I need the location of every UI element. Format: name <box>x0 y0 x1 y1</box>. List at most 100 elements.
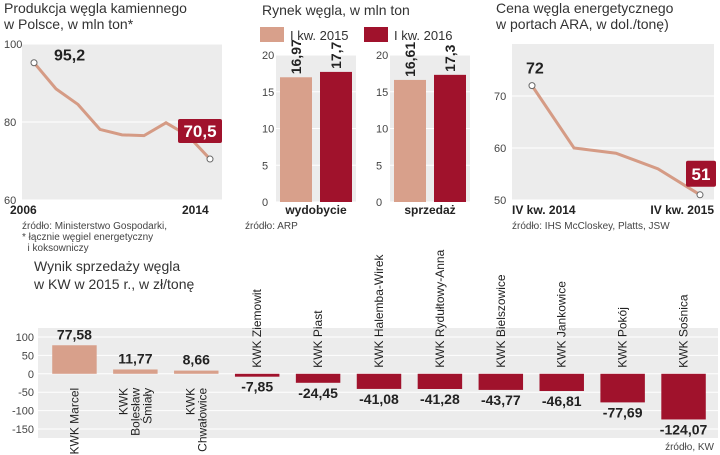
market-bar-value: 16,97 <box>288 39 304 74</box>
production-source-line3: i koksowniczy <box>22 243 89 254</box>
production-y-axis: 60 80 100 <box>4 39 22 207</box>
results-bar <box>234 373 280 377</box>
results-category-label: Śmiały <box>139 388 154 424</box>
results-category-label: KWK Bielszowice <box>494 274 508 368</box>
market-bar-value: 17,3 <box>442 44 458 71</box>
results-y-tick: -100 <box>12 406 34 418</box>
legend-swatch-2015 <box>260 27 284 42</box>
production-x-label-start: 2006 <box>10 203 37 217</box>
results-category-label: KWK Sośnica <box>677 294 691 368</box>
production-y-tick: 60 <box>4 195 16 207</box>
market-y-tick: 0 <box>262 197 268 209</box>
production-end-value-box <box>178 119 222 144</box>
market-y-axis: 0 0 5 5 10 10 15 15 20 20 <box>262 50 388 209</box>
production-y-tick: 80 <box>4 117 16 129</box>
price-title-line1: Cena węgla energetycznego <box>496 0 674 16</box>
price-point <box>696 191 704 199</box>
price-start-value: 72 <box>526 61 544 78</box>
price-x-label-end: IV kw. 2015 <box>650 203 714 217</box>
price-series-line <box>530 84 701 197</box>
results-y-tick: -150 <box>12 424 34 436</box>
price-plot-area <box>512 44 714 200</box>
results-y-tick: 0 <box>28 369 34 381</box>
market-category-sprzedaz: sprzedaż <box>404 203 455 217</box>
results-bar-value: -124,07 <box>660 421 708 437</box>
price-gridlines <box>512 95 714 201</box>
production-title-line2: w Polsce, w mln ton* <box>3 16 134 32</box>
price-source: źródło: IHS McCloskey, Platts, JSW <box>512 221 670 232</box>
results-bar <box>600 373 645 403</box>
market-y-tick: 20 <box>376 50 388 62</box>
market-bar <box>280 77 312 202</box>
price-chart: Cena węgla energetycznego w portach ARA,… <box>494 0 716 232</box>
results-bar <box>52 345 97 374</box>
results-category-label: KWK <box>116 388 130 415</box>
results-bar-value: 8,66 <box>183 352 210 368</box>
results-bar-value: -24,45 <box>298 385 338 401</box>
results-title-line1: Wynik sprzedaży węgla <box>34 258 180 274</box>
production-y-tick: 100 <box>4 39 22 51</box>
market-y-tick: 10 <box>262 124 274 136</box>
market-bar <box>320 71 352 202</box>
results-bar-value: -77,69 <box>603 404 643 420</box>
results-bar <box>539 373 584 392</box>
results-category-label: KWK Jankowice <box>555 281 569 368</box>
results-y-axis: -150 -100 -50 0 50 100 <box>12 332 34 436</box>
price-point <box>528 82 536 90</box>
market-bar-value: 16,61 <box>402 42 418 77</box>
results-category-label: Bolesław <box>128 387 142 435</box>
production-end-value: 70,5 <box>183 122 216 141</box>
results-bar-value: -7,85 <box>241 379 273 395</box>
price-end-value-box <box>686 160 716 187</box>
results-bar <box>478 373 524 390</box>
market-y-tick: 0 <box>376 197 382 209</box>
results-category-label: KWK Marcel <box>67 388 81 455</box>
results-bar <box>295 373 341 383</box>
production-source-line1: źródło: Ministerstwo Gospodarki, <box>22 221 167 232</box>
price-y-tick: 60 <box>494 143 506 155</box>
production-start-value: 95,2 <box>54 48 85 65</box>
results-category-label: KWK Rydułtowy-Anna <box>433 249 447 367</box>
results-category-label: KWK Halemba-Wirek <box>372 253 386 367</box>
results-bar <box>174 370 219 374</box>
results-gridlines <box>38 336 718 430</box>
results-bar-value: -46,81 <box>542 393 582 409</box>
results-bar <box>417 373 463 389</box>
production-source-line2: * łącznie węgiel energetyczny <box>22 232 153 243</box>
market-y-tick: 20 <box>262 50 274 62</box>
results-bar-value: -41,08 <box>359 391 399 407</box>
market-y-tick: 5 <box>376 160 382 172</box>
market-bars: 16,97 17,7 16,61 17,3 <box>280 39 466 202</box>
price-y-axis: 50 60 70 <box>494 91 506 207</box>
results-chart: Wynik sprzedaży węgla w KW w 2015 r., w … <box>12 249 718 454</box>
market-y-tick: 5 <box>262 160 268 172</box>
production-point <box>30 59 38 67</box>
results-category-label: Chwałowice <box>195 387 209 451</box>
market-y-tick: 10 <box>376 124 388 136</box>
market-y-tick: 15 <box>376 87 388 99</box>
results-bars: 77,58 11,77 8,66 -7,85 -24,45 -41,08 -41,28 -43… <box>52 326 707 437</box>
price-y-tick: 50 <box>494 195 506 207</box>
results-bar-value: -41,28 <box>420 391 460 407</box>
results-bar-value: -43,77 <box>481 392 521 408</box>
results-bar <box>113 369 158 374</box>
legend-label-2016: I kw. 2016 <box>394 28 453 43</box>
market-bar <box>434 74 466 202</box>
market-bar <box>394 79 426 202</box>
production-points <box>30 59 214 163</box>
market-category-wydobycie: wydobycie <box>284 203 347 217</box>
market-bar-value: 17,7 <box>328 41 344 68</box>
production-title-line1: Produkcja węgla kamiennego <box>4 0 187 16</box>
market-source: źródło: ARP <box>245 221 298 232</box>
results-category-label: KWK <box>183 388 197 415</box>
results-y-tick: 50 <box>22 350 34 362</box>
results-category-label: KWK Ziemowit <box>250 288 264 367</box>
price-y-tick: 70 <box>494 91 506 103</box>
results-bar-value: 11,77 <box>118 350 152 366</box>
price-x-label-start: IV kw. 2014 <box>512 203 576 217</box>
results-category-label: KWK Piast <box>311 310 325 368</box>
results-source: źródło, KW <box>665 442 714 453</box>
legend-swatch-2016 <box>364 27 388 42</box>
market-y-tick: 15 <box>262 87 274 99</box>
